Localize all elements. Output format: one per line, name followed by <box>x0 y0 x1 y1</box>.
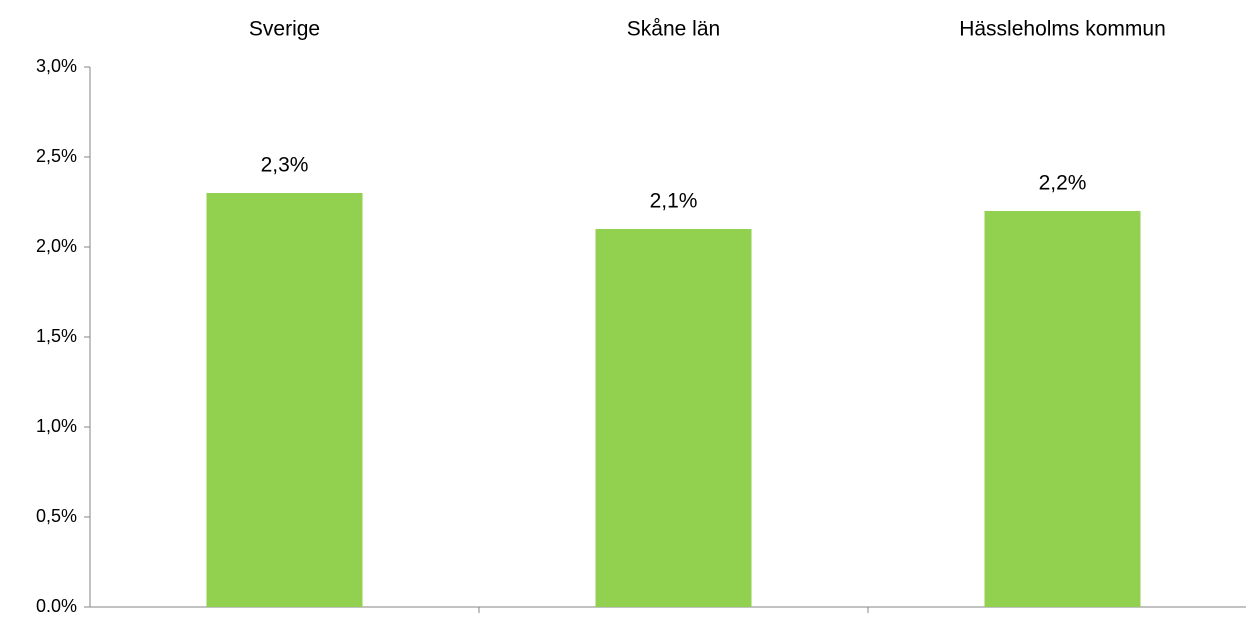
y-tick-label: 1,0% <box>36 416 77 436</box>
y-tick-label: 1,5% <box>36 326 77 346</box>
value-label: 2,1% <box>650 190 698 213</box>
y-tick-label: 0.0% <box>36 596 77 616</box>
bar <box>595 229 752 607</box>
value-label: 2,2% <box>1039 172 1087 195</box>
y-tick-label: 3,0% <box>36 56 77 76</box>
y-tick-label: 2,5% <box>36 146 77 166</box>
y-tick-label: 0,5% <box>36 506 77 526</box>
category-label: Hässleholms kommun <box>959 18 1166 41</box>
value-label: 2,3% <box>261 154 309 177</box>
bar <box>206 193 363 607</box>
bar <box>984 211 1141 607</box>
category-label: Skåne län <box>627 18 720 41</box>
category-label: Sverige <box>249 18 320 41</box>
y-tick-label: 2,0% <box>36 236 77 256</box>
